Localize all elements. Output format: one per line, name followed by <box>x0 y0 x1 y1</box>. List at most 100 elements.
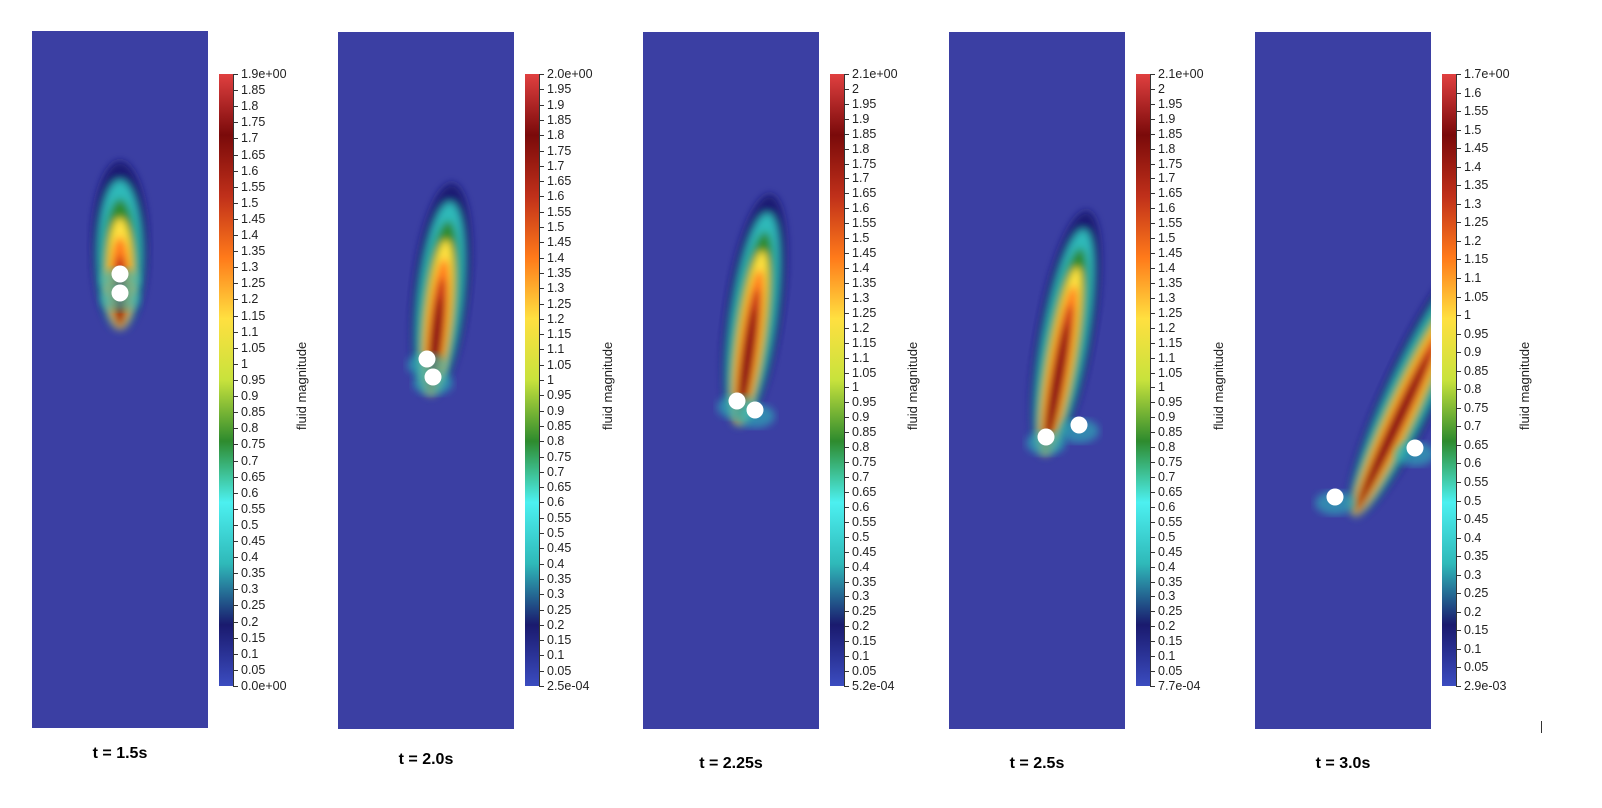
colorbar-tick-label: 1.2 <box>241 292 259 307</box>
colorbar-tick <box>1150 88 1155 90</box>
colorbar <box>1442 74 1456 686</box>
colorbar-tick-label: 0.95 <box>547 388 572 403</box>
colorbar-tick <box>844 148 849 150</box>
colorbar-tick <box>539 670 544 672</box>
colorbar-tick <box>233 621 238 623</box>
colorbar-tick <box>844 178 849 180</box>
colorbar-tick <box>844 103 849 105</box>
colorbar-tick-label: 0.25 <box>547 602 572 617</box>
colorbar-tick-label: 0.75 <box>852 455 877 470</box>
flow-field <box>1255 32 1431 729</box>
colorbar-tick-label: 0.05 <box>241 662 266 677</box>
colorbar-tick-label: 1.45 <box>852 246 877 261</box>
colorbar-tick <box>844 268 849 270</box>
colorbar-tick <box>1456 370 1461 372</box>
colorbar-tick <box>1150 74 1155 75</box>
colorbar-tick-label: 0.6 <box>1158 499 1176 514</box>
colorbar-tick-label: 1.25 <box>241 276 266 291</box>
particle <box>418 350 436 368</box>
colorbar-tick <box>1150 133 1155 135</box>
colorbar-tick-label: 0.5 <box>852 529 870 544</box>
colorbar-tick-label: 0.85 <box>547 418 572 433</box>
colorbar-tick <box>539 74 544 75</box>
colorbar-tick <box>1456 203 1461 205</box>
colorbar-tick-label: 0.55 <box>1464 475 1489 489</box>
colorbar-tick-label: 1.75 <box>547 143 572 158</box>
colorbar-tick <box>844 118 849 120</box>
colorbar-tick <box>539 89 544 91</box>
colorbar-tick <box>233 347 238 349</box>
field-background <box>32 31 208 728</box>
colorbar-tick-label: 0.25 <box>1158 604 1183 619</box>
colorbar-tick-label: 1.35 <box>241 244 266 259</box>
colorbar-max-label: 2.1e+00 <box>1158 67 1204 81</box>
colorbar-tick <box>233 557 238 559</box>
colorbar-tick-label: 1.6 <box>852 201 870 216</box>
colorbar-tick <box>233 251 238 253</box>
colorbar-tick <box>233 541 238 543</box>
colorbar-tick <box>539 578 544 580</box>
colorbar-tick-label: 0.5 <box>241 517 259 532</box>
panel-2: 2.0e+00 1.95 1.9 1.85 1.8 1.75 1.7 1.65 1.6 1.55 1… <box>0 0 615 808</box>
colorbar <box>525 74 539 686</box>
colorbar-min-label: 7.7e-04 <box>1158 679 1201 693</box>
colorbar-tick <box>1456 185 1461 187</box>
colorbar-tick-label: 1.15 <box>1158 335 1183 350</box>
colorbar-tick <box>1456 593 1461 595</box>
colorbar-tick <box>844 432 849 434</box>
colorbar-tick <box>1150 432 1155 434</box>
colorbar-tick-label: 1.85 <box>547 112 572 127</box>
particle <box>111 284 129 302</box>
colorbar-tick-label: 0.25 <box>852 604 877 619</box>
colorbar-tick-label: 0.8 <box>241 421 259 436</box>
panel-4: 2.1e+00 2 1.95 1.9 1.85 1.8 1.75 1.7 1.65 1.6 1.55… <box>0 0 1226 808</box>
colorbar-tick <box>1150 238 1155 240</box>
colorbar-tick <box>233 508 238 510</box>
panel-3: 2.1e+00 2 1.95 1.9 1.85 1.8 1.75 1.7 1.65 1.6 1.55… <box>0 0 920 808</box>
colorbar-tick-label: 0.85 <box>1464 363 1489 378</box>
colorbar-tick-label: 0.5 <box>1158 529 1176 544</box>
colorbar-tick <box>539 181 544 183</box>
colorbar-tick-label: 0.4 <box>547 556 565 571</box>
colorbar-tick <box>844 163 849 165</box>
colorbar-tick <box>1456 556 1461 558</box>
time-caption: t = 2.0s <box>398 751 454 768</box>
colorbar-tick <box>233 90 238 92</box>
colorbar-tick <box>1456 630 1461 632</box>
colorbar-tick <box>1150 611 1155 613</box>
colorbar-tick-label: 0.45 <box>1158 544 1183 559</box>
colorbar-tick <box>1150 521 1155 523</box>
colorbar-tick <box>1150 417 1155 419</box>
colorbar-tick <box>233 106 238 108</box>
colorbar-tick-label: 1.6 <box>1464 85 1482 100</box>
colorbar-tick <box>539 288 544 290</box>
colorbar-tick-label: 0.35 <box>1464 549 1489 564</box>
colorbar-tick-label: 1.1 <box>547 342 565 357</box>
colorbar-min-label: 2.9e-03 <box>1464 679 1507 693</box>
colorbar-tick-label: 0.05 <box>1158 664 1183 679</box>
colorbar-tick-label: 0.25 <box>1464 586 1489 601</box>
colorbar-tick <box>539 380 544 381</box>
colorbar-tick-label: 0.25 <box>241 598 266 613</box>
colorbar-tick <box>539 471 544 473</box>
colorbar-tick-label: 0.8 <box>1158 440 1176 455</box>
colorbar-tick <box>1150 223 1155 225</box>
colorbar-tick-label: 1.5 <box>241 195 259 210</box>
colorbar <box>1136 74 1150 686</box>
colorbar-tick-label: 1.3 <box>1158 290 1176 305</box>
colorbar-tick <box>844 447 849 449</box>
colorbar-axis <box>1150 74 1151 686</box>
colorbar-tick <box>1456 648 1461 650</box>
colorbar-tick <box>1150 118 1155 120</box>
colorbar-tick <box>539 318 544 320</box>
colorbar-tick-label: 1.1 <box>241 324 259 339</box>
colorbar-tick-label: 1.5 <box>547 220 565 234</box>
colorbar-title: fluid magnitude <box>1211 341 1226 430</box>
colorbar-tick-label: 0.75 <box>1464 400 1489 415</box>
colorbar-max-label: 2.1e+00 <box>852 67 898 81</box>
colorbar-tick <box>844 327 849 329</box>
colorbar-tick-label: 0.9 <box>1158 410 1176 425</box>
colorbar-tick-label: 1.1 <box>1464 271 1482 285</box>
colorbar-tick <box>1150 208 1155 210</box>
colorbar-tick <box>1150 103 1155 105</box>
